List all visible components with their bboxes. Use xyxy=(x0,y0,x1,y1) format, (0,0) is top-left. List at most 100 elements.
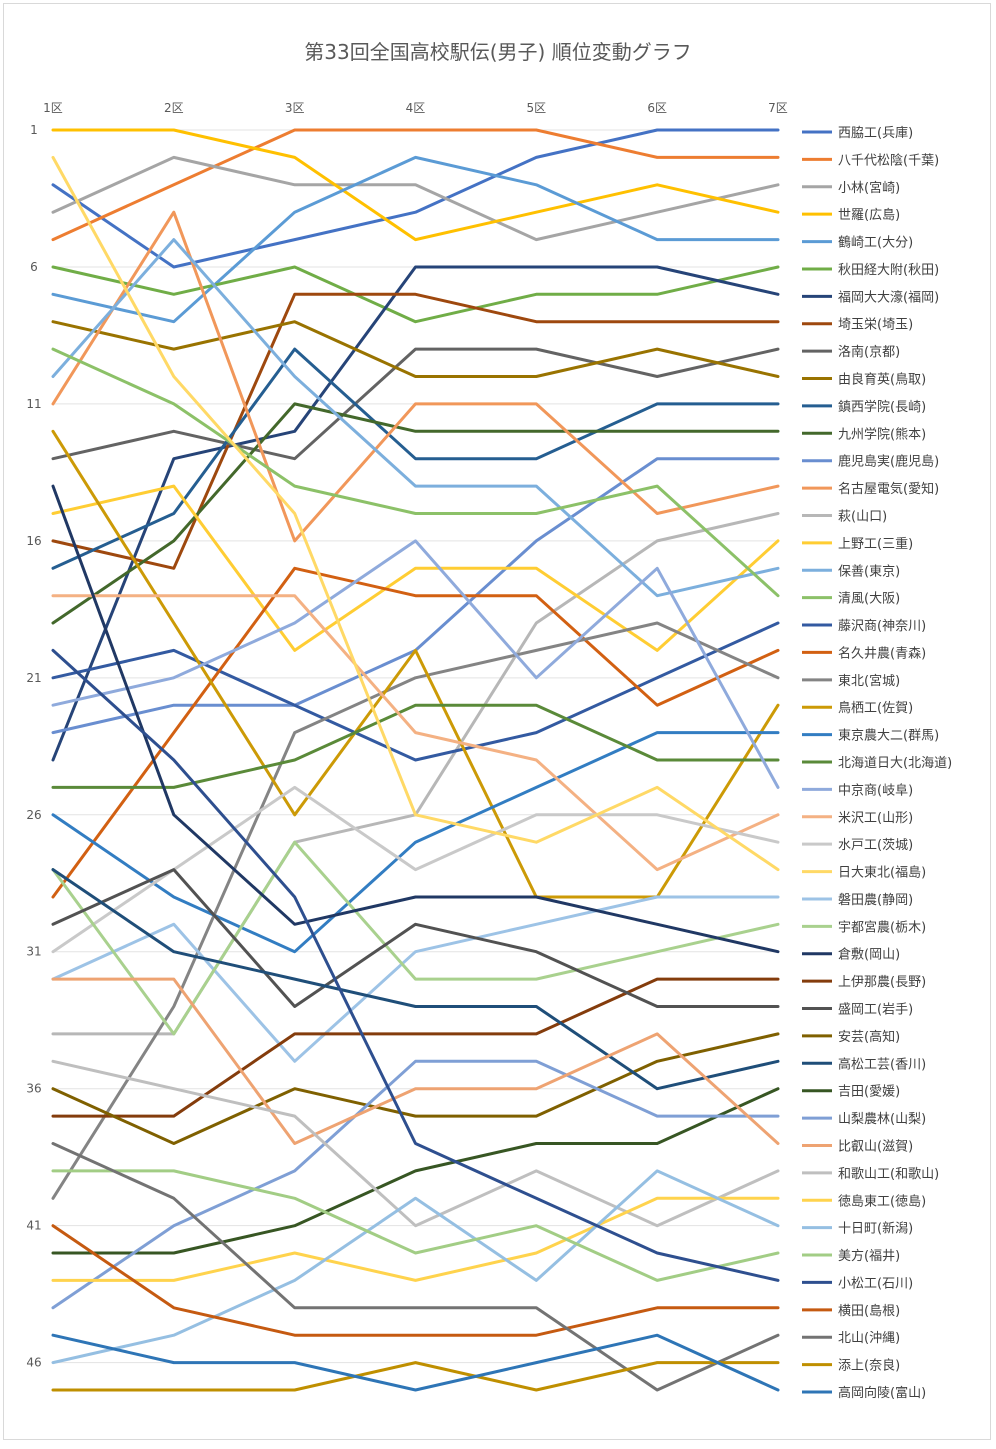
series-line-14 xyxy=(51,210,780,543)
x-tick-label: 2区 xyxy=(164,101,184,115)
series-line-11 xyxy=(51,347,780,570)
series-line-9 xyxy=(51,347,780,461)
legend-label: 小松工(石川) xyxy=(838,1276,913,1291)
series-line-23 xyxy=(51,731,780,954)
series-line-24 xyxy=(51,703,780,789)
legend-label: 宇都宮農(栃木) xyxy=(838,919,926,935)
legend-label: 安芸(高知) xyxy=(838,1029,900,1045)
legend-label: 中京商(岐阜) xyxy=(838,782,913,798)
series-line-44 xyxy=(51,1224,780,1337)
legend-label: 洛南(京都) xyxy=(838,344,900,360)
series-line-6 xyxy=(51,265,780,324)
series-line-28 xyxy=(51,155,780,872)
series-line-35 xyxy=(51,868,780,1091)
legend-label: 西脇工(兵庫) xyxy=(838,126,913,141)
series-line-25 xyxy=(51,539,780,789)
legend-label: 九州学院(熊本) xyxy=(838,426,926,442)
chart-frame xyxy=(3,3,991,1440)
series-line-18 xyxy=(51,347,780,598)
x-tick-label: 4区 xyxy=(406,101,426,115)
legend-label: 埼玉栄(埼玉) xyxy=(838,318,913,333)
legend-label: 比叡山(滋賀) xyxy=(838,1139,913,1154)
y-tick-label: 11 xyxy=(26,397,41,411)
legend-label: 横田(島根) xyxy=(838,1304,900,1319)
legend-label: 米沢工(山形) xyxy=(838,811,913,826)
series-line-43 xyxy=(51,648,780,1282)
series-line-46 xyxy=(51,1361,780,1392)
legend-label: 山梨農林(山梨) xyxy=(838,1112,926,1127)
series-line-7 xyxy=(51,265,780,762)
series-line-19 xyxy=(51,621,780,762)
y-tick-label: 16 xyxy=(26,534,41,548)
x-tick-label: 5区 xyxy=(527,101,547,115)
legend: 西脇工(兵庫) 八千代松陰(千葉) 小林(宮崎) 世羅(広島) 鶴崎工(大分) 秋田経大附… xyxy=(802,126,952,1401)
series-line-12 xyxy=(51,402,780,625)
series-line-10 xyxy=(51,320,780,378)
series-lines xyxy=(51,128,780,1392)
series-line-45 xyxy=(51,1142,780,1392)
y-tick-label: 41 xyxy=(26,1219,41,1233)
y-tick-label: 6 xyxy=(30,260,38,274)
legend-label: 名古屋電気(愛知) xyxy=(838,481,939,497)
legend-label: 萩(山口) xyxy=(838,509,887,524)
series-line-29 xyxy=(51,895,780,1063)
legend-label: 鹿児島実(鹿児島) xyxy=(838,454,939,470)
y-tick-label: 1 xyxy=(30,123,38,137)
series-line-5 xyxy=(51,155,780,324)
series-line-1 xyxy=(51,128,780,269)
legend-label: 高岡向陵(富山) xyxy=(838,1385,926,1401)
y-tick-label: 36 xyxy=(26,1082,41,1096)
legend-label: 鎮西学院(長崎) xyxy=(838,399,926,415)
y-tick-label: 26 xyxy=(26,808,41,822)
y-tick-label: 46 xyxy=(26,1356,41,1370)
legend-label: 小林(宮崎) xyxy=(838,180,900,196)
legend-label: 秋田経大附(秋田) xyxy=(838,263,939,278)
legend-label: 藤沢商(神奈川) xyxy=(838,619,926,634)
series-line-8 xyxy=(51,292,780,570)
series-line-36 xyxy=(51,1087,780,1255)
legend-label: 福岡大大濠(福岡) xyxy=(838,289,939,305)
legend-label: 北山(沖縄) xyxy=(838,1331,900,1346)
series-line-16 xyxy=(51,484,780,652)
x-tick-label: 7区 xyxy=(768,101,788,115)
legend-label: 名久井農(青森) xyxy=(838,645,926,661)
series-line-2 xyxy=(51,128,780,242)
series-line-47 xyxy=(51,1333,780,1392)
series-line-26 xyxy=(51,594,780,872)
legend-label: 吉田(愛媛) xyxy=(838,1085,900,1100)
legend-label: 十日町(新潟) xyxy=(838,1221,913,1237)
legend-label: 東北(宮城) xyxy=(838,673,900,689)
x-tick-label: 1区 xyxy=(43,101,63,115)
series-line-17 xyxy=(51,238,780,598)
legend-label: 世羅(広島) xyxy=(838,208,900,223)
series-line-39 xyxy=(51,1059,780,1228)
legend-label: 保善(東京) xyxy=(838,563,900,579)
legend-label: 高松工芸(香川) xyxy=(838,1056,926,1072)
series-line-31 xyxy=(51,484,780,954)
legend-label: 由良育英(鳥取) xyxy=(838,372,926,388)
series-line-40 xyxy=(51,1196,780,1282)
x-axis-ticks: 1区 2区 3区 4区 5区 6区 7区 xyxy=(43,101,788,115)
legend-label: 美方(福井) xyxy=(838,1248,900,1264)
chart-title: 第33回全国高校駅伝(男子) 順位変動グラフ xyxy=(304,40,692,64)
series-line-20 xyxy=(51,566,780,899)
legend-label: 上野工(三重) xyxy=(838,536,913,552)
legend-label: 倉敷(岡山) xyxy=(838,948,900,963)
series-line-21 xyxy=(51,621,780,1200)
series-line-41 xyxy=(51,1169,780,1365)
legend-label: 添上(奈良) xyxy=(838,1358,900,1374)
x-tick-label: 6区 xyxy=(647,101,667,115)
legend-label: 徳島東工(徳島) xyxy=(838,1193,926,1209)
legend-label: 東京農大二(群馬) xyxy=(838,728,939,744)
legend-label: 磐田農(静岡) xyxy=(838,893,913,908)
series-line-38 xyxy=(51,977,780,1145)
series-line-33 xyxy=(51,868,780,1008)
legend-label: 和歌山工(和歌山) xyxy=(838,1167,939,1182)
series-line-30 xyxy=(51,840,780,1036)
series-line-4 xyxy=(51,128,780,242)
legend-label: 水戸工(茨城) xyxy=(838,838,913,853)
legend-label: 清風(大阪) xyxy=(838,592,900,607)
legend-label: 鶴崎工(大分) xyxy=(838,235,913,251)
